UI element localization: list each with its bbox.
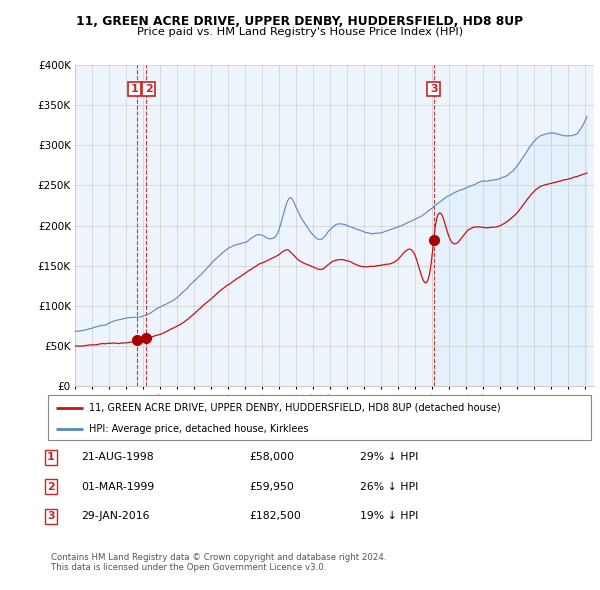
Text: 2: 2 <box>47 482 55 491</box>
Text: 29-JAN-2016: 29-JAN-2016 <box>81 512 149 521</box>
Text: Contains HM Land Registry data © Crown copyright and database right 2024.: Contains HM Land Registry data © Crown c… <box>51 553 386 562</box>
Text: 11, GREEN ACRE DRIVE, UPPER DENBY, HUDDERSFIELD, HD8 8UP (detached house): 11, GREEN ACRE DRIVE, UPPER DENBY, HUDDE… <box>89 403 500 412</box>
Text: 3: 3 <box>47 512 55 521</box>
Text: 29% ↓ HPI: 29% ↓ HPI <box>360 453 418 462</box>
Text: 2: 2 <box>145 84 152 94</box>
Text: 1: 1 <box>131 84 138 94</box>
Text: This data is licensed under the Open Government Licence v3.0.: This data is licensed under the Open Gov… <box>51 563 326 572</box>
Text: Price paid vs. HM Land Registry's House Price Index (HPI): Price paid vs. HM Land Registry's House … <box>137 27 463 37</box>
Text: 3: 3 <box>430 84 437 94</box>
Text: 1: 1 <box>47 453 55 462</box>
Text: 19% ↓ HPI: 19% ↓ HPI <box>360 512 418 521</box>
Text: HPI: Average price, detached house, Kirklees: HPI: Average price, detached house, Kirk… <box>89 424 308 434</box>
Text: £58,000: £58,000 <box>249 453 294 462</box>
Text: 11, GREEN ACRE DRIVE, UPPER DENBY, HUDDERSFIELD, HD8 8UP: 11, GREEN ACRE DRIVE, UPPER DENBY, HUDDE… <box>76 15 524 28</box>
Text: 01-MAR-1999: 01-MAR-1999 <box>81 482 154 491</box>
Text: £59,950: £59,950 <box>249 482 294 491</box>
Text: 21-AUG-1998: 21-AUG-1998 <box>81 453 154 462</box>
Text: £182,500: £182,500 <box>249 512 301 521</box>
Text: 26% ↓ HPI: 26% ↓ HPI <box>360 482 418 491</box>
